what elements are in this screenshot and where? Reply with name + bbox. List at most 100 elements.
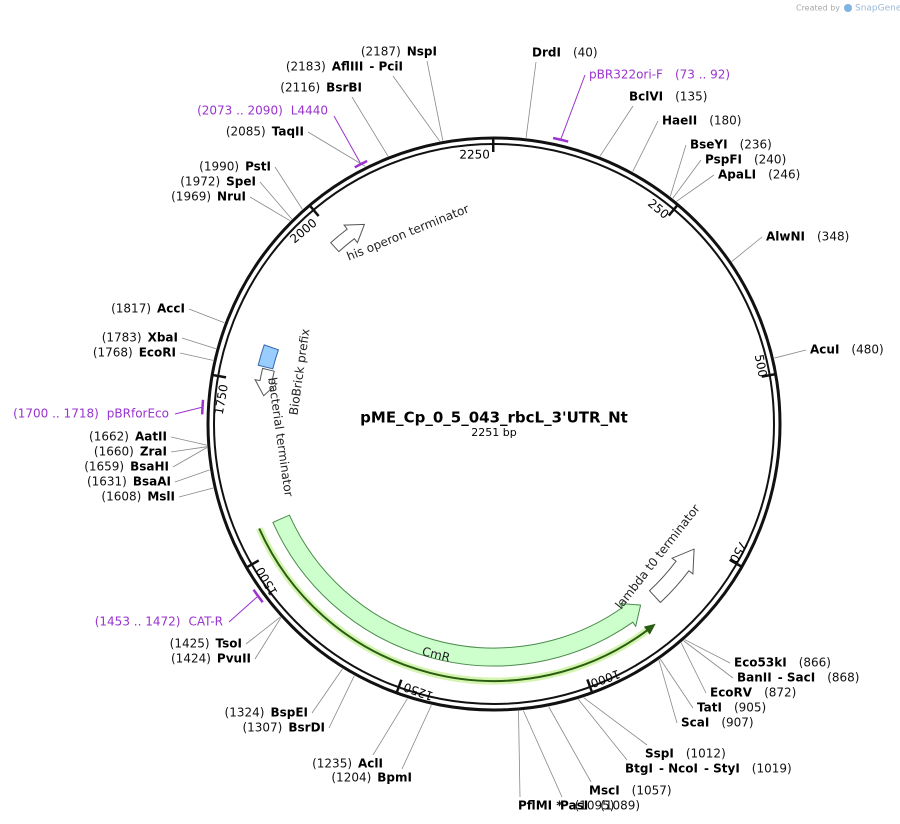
site-leader: [684, 639, 731, 664]
site-position: (1095): [575, 799, 615, 813]
site-position: (480): [851, 343, 883, 357]
site-name: ApaLI: [718, 168, 756, 182]
site-name: MscI: [589, 784, 620, 798]
site-position: (1768): [93, 346, 133, 360]
site-leader: [311, 668, 343, 714]
site-name: BsrBI: [326, 81, 362, 95]
feature-arrow: [329, 223, 366, 253]
site-position: (2116): [280, 81, 320, 95]
site-leader: [683, 640, 734, 679]
site-position: (905): [734, 701, 766, 715]
orf-head: [643, 623, 656, 635]
feature-box: [257, 344, 280, 370]
orf-line: [258, 528, 650, 682]
site-leader: [245, 616, 281, 645]
site-leader: [672, 159, 702, 199]
site-name: BtgI: [625, 762, 653, 776]
primer-mark: [200, 399, 205, 415]
site-leader: [351, 96, 389, 157]
site-leader: [179, 352, 214, 361]
tick-mark: [212, 373, 227, 379]
tick-label: 500: [752, 353, 770, 378]
site-leader: [774, 349, 807, 359]
site-leader: [181, 337, 217, 350]
primer-name: L4440: [291, 104, 328, 118]
leaders: [170, 60, 807, 798]
site-position: (1089): [600, 799, 640, 813]
site-name: NspI: [407, 45, 437, 59]
site-position: (868): [827, 671, 859, 685]
site-leader: [174, 469, 210, 483]
features: [254, 223, 695, 685]
site-position: (2085): [226, 125, 266, 139]
site-leader: [172, 447, 208, 468]
site-name: BsaHI: [130, 460, 169, 474]
site-position: (2187): [361, 45, 401, 59]
site-leader: [254, 617, 282, 660]
tick-label: 250: [645, 196, 672, 221]
site-name: ScaI: [681, 716, 709, 730]
site-position: (1235): [312, 757, 352, 771]
site-leader: [632, 120, 659, 172]
primer-leader: [174, 406, 203, 415]
site-position: (1659): [84, 460, 124, 474]
site-name: BpmI: [377, 771, 412, 785]
tick-mark: [761, 372, 776, 378]
tick-label: 1000: [589, 667, 622, 691]
site-leader: [659, 658, 694, 709]
site-name: PstI: [245, 160, 271, 174]
site-name: PasI: [560, 799, 588, 813]
site-name: BanII: [737, 671, 772, 685]
site-position: (1019): [752, 762, 792, 776]
site-position: (1608): [101, 490, 141, 504]
site-position: (872): [764, 686, 796, 700]
site-name: DrdI: [532, 46, 561, 60]
site-name: - StyI: [704, 762, 740, 776]
site-name: PspFI: [705, 153, 742, 167]
primer-range: (2073 .. 2090): [197, 104, 283, 118]
site-name: AcuI: [810, 343, 839, 357]
site-position: (236): [740, 138, 772, 152]
site-position: (1660): [94, 445, 134, 459]
site-name: BclVI: [629, 90, 663, 104]
site-name: PvuII: [217, 652, 251, 666]
site-leader: [583, 697, 648, 746]
tick-mark: [667, 204, 679, 217]
site-leader: [669, 144, 687, 197]
site-position: (40): [573, 46, 598, 60]
site-name: BsaAI: [133, 475, 171, 489]
primer-leader: [333, 115, 362, 165]
plasmid-length: 2251 bp: [471, 426, 516, 439]
site-leader: [392, 75, 440, 142]
primer-name: pBR322ori-F: [589, 68, 663, 82]
site-position: (1324): [225, 706, 265, 720]
site-leader: [599, 105, 634, 157]
site-name: ZraI: [140, 445, 167, 459]
site-name: BseYI: [690, 138, 728, 152]
site-leader: [680, 642, 707, 694]
site-name: BspEI: [270, 706, 308, 720]
site-name: MslI: [147, 490, 175, 504]
site-position: (1057): [632, 784, 672, 798]
tick-mark: [586, 679, 594, 694]
site-position: (1307): [242, 721, 282, 735]
tick-mark: [245, 559, 260, 569]
site-position: (907): [721, 716, 753, 730]
site-position: (348): [817, 230, 849, 244]
site-name: TatI: [697, 701, 722, 715]
site-name: AccI: [157, 302, 185, 316]
tick-label: 2250: [459, 148, 490, 162]
site-name: AlwNI: [766, 230, 805, 244]
site-position: (866): [799, 656, 831, 670]
site-leader: [249, 196, 291, 222]
site-leader: [522, 710, 563, 798]
site-name: - SacI: [778, 671, 815, 685]
feature-label: BioBrick prefix: [287, 328, 313, 416]
site-leader: [372, 698, 408, 756]
site-name: AclI: [358, 757, 383, 771]
site-leader: [426, 60, 444, 141]
feature-label: his operon terminator: [345, 202, 471, 264]
site-leader: [170, 436, 207, 446]
primer-range: (73 .. 92): [675, 68, 730, 82]
site-leader: [307, 131, 366, 167]
